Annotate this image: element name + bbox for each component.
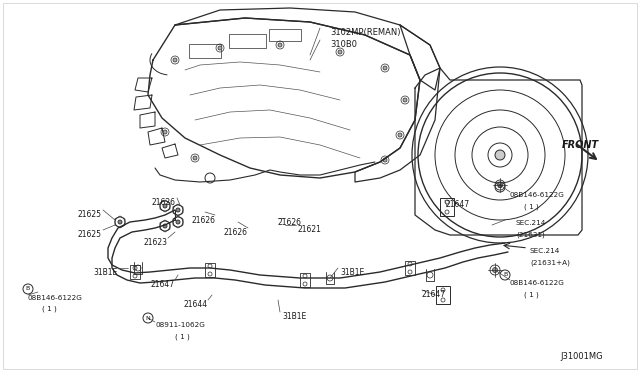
- Text: FRONT: FRONT: [562, 140, 599, 150]
- Text: 08B146-6122G: 08B146-6122G: [28, 295, 83, 301]
- Text: 21647: 21647: [151, 280, 175, 289]
- Bar: [130, 265, 140, 279]
- Text: SEC.214: SEC.214: [530, 248, 561, 254]
- Text: 3102MP(REMAN): 3102MP(REMAN): [330, 28, 401, 37]
- Text: ( 1 ): ( 1 ): [42, 306, 57, 312]
- Circle shape: [383, 158, 387, 162]
- Bar: [205, 263, 215, 277]
- Text: (21631): (21631): [516, 231, 545, 237]
- Text: 21647: 21647: [422, 290, 446, 299]
- Text: 21626: 21626: [151, 198, 175, 207]
- Circle shape: [118, 220, 122, 224]
- Text: 21626: 21626: [191, 216, 215, 225]
- Text: 08911-1062G: 08911-1062G: [155, 322, 205, 328]
- Circle shape: [193, 156, 197, 160]
- Text: 31B1E: 31B1E: [282, 312, 307, 321]
- Text: B: B: [503, 273, 507, 278]
- Circle shape: [176, 208, 180, 212]
- Circle shape: [173, 58, 177, 62]
- Bar: [436, 286, 450, 304]
- Text: 21621: 21621: [298, 225, 322, 234]
- Text: B: B: [498, 185, 502, 189]
- Text: 21623: 21623: [144, 238, 168, 247]
- Circle shape: [338, 50, 342, 54]
- Circle shape: [493, 267, 497, 273]
- Text: B: B: [26, 286, 30, 292]
- Text: 31B1E: 31B1E: [340, 268, 364, 277]
- Text: SEC.214: SEC.214: [516, 220, 547, 226]
- Text: 310B0: 310B0: [330, 40, 357, 49]
- Text: 08B146-6122G: 08B146-6122G: [510, 192, 565, 198]
- Text: ( 1 ): ( 1 ): [524, 291, 539, 298]
- Text: 31B1E: 31B1E: [93, 268, 118, 277]
- Circle shape: [398, 133, 402, 137]
- Text: 21626: 21626: [224, 228, 248, 237]
- Circle shape: [163, 204, 167, 208]
- Text: (21631+A): (21631+A): [530, 259, 570, 266]
- Circle shape: [497, 183, 502, 187]
- Text: 21647: 21647: [445, 200, 469, 209]
- Circle shape: [278, 43, 282, 47]
- Circle shape: [163, 224, 167, 228]
- Circle shape: [218, 46, 222, 50]
- Text: 21626: 21626: [278, 218, 302, 227]
- Circle shape: [495, 150, 505, 160]
- Text: N: N: [146, 315, 150, 321]
- Circle shape: [176, 220, 180, 224]
- Text: 21625: 21625: [78, 230, 102, 239]
- Bar: [405, 261, 415, 275]
- Text: 08B146-6122G: 08B146-6122G: [510, 280, 565, 286]
- Circle shape: [163, 130, 167, 134]
- Text: 21644: 21644: [184, 300, 208, 309]
- Circle shape: [403, 98, 407, 102]
- Text: 21625: 21625: [78, 210, 102, 219]
- Circle shape: [383, 66, 387, 70]
- Text: J31001MG: J31001MG: [560, 352, 603, 361]
- Text: ( 1 ): ( 1 ): [175, 333, 189, 340]
- Bar: [300, 273, 310, 287]
- Text: ( 1 ): ( 1 ): [524, 203, 539, 209]
- Bar: [440, 198, 454, 216]
